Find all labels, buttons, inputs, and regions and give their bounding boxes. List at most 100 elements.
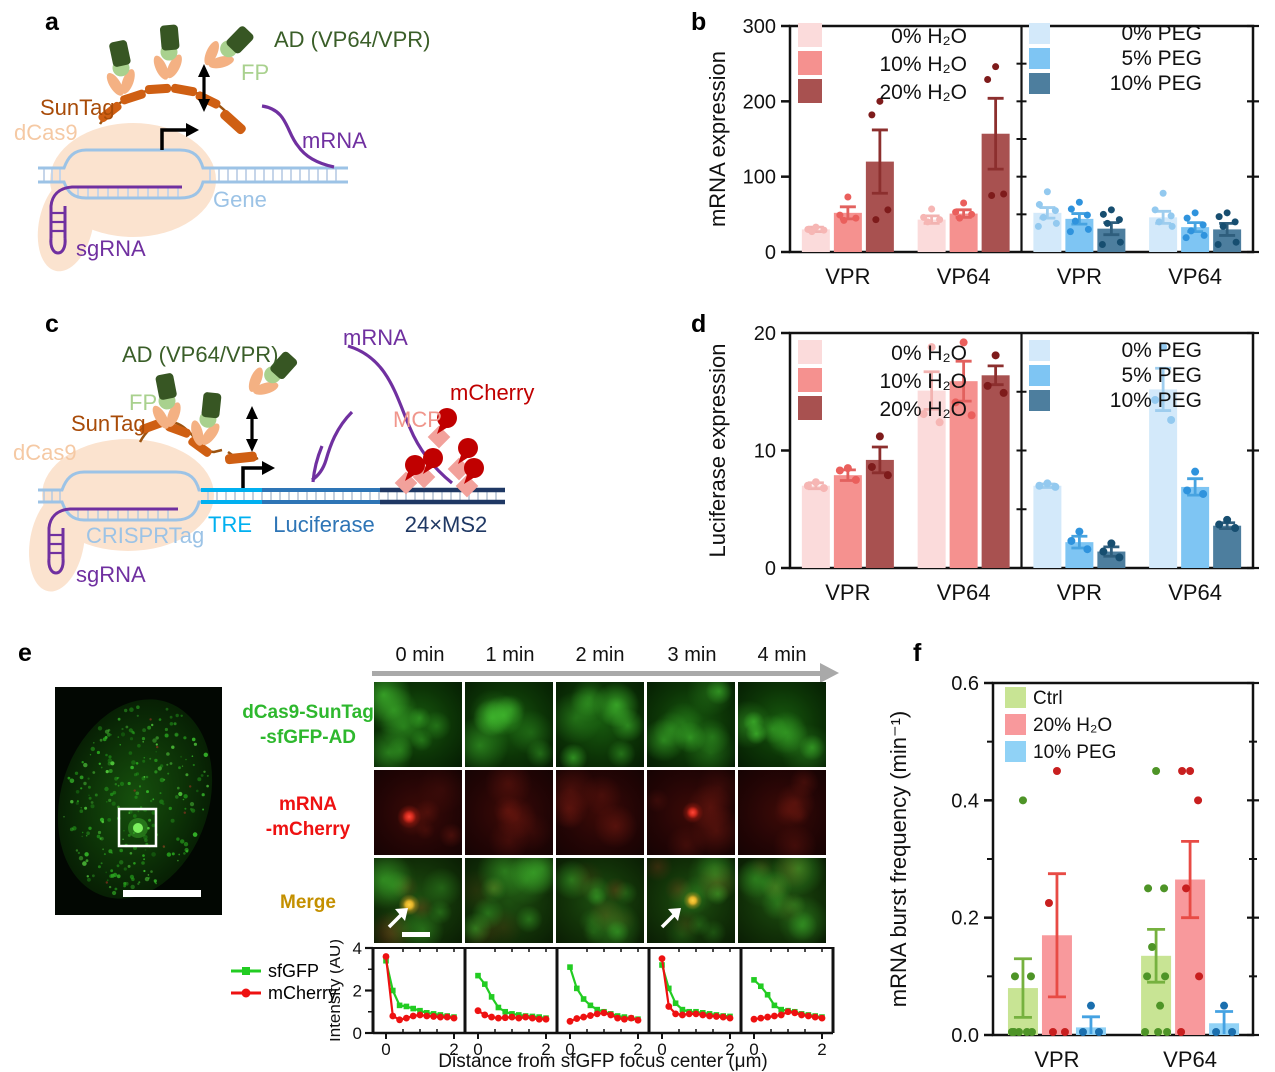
panel-a-letter: a — [45, 8, 59, 36]
data-point — [951, 398, 960, 407]
y-tick-label: 0.6 — [951, 673, 979, 695]
mrna-strand — [261, 104, 335, 169]
category-label: VPR — [825, 264, 870, 289]
sgrna-strand — [49, 185, 182, 255]
speckle — [147, 725, 151, 730]
speckle — [69, 778, 75, 784]
timelapse-grid — [374, 682, 826, 943]
mCherry-marker — [600, 1009, 608, 1017]
speckle — [197, 777, 202, 782]
speckle — [122, 838, 124, 840]
data-point — [1107, 539, 1116, 548]
mCherry-marker — [535, 1015, 543, 1023]
speckle — [155, 743, 158, 746]
speckle — [116, 874, 121, 879]
data-point — [1177, 1028, 1186, 1036]
mcherry-label: mCherry — [450, 380, 534, 405]
data-point — [1182, 234, 1190, 242]
speckle — [107, 728, 111, 732]
legend-label: mCherry — [268, 982, 338, 1003]
speckle — [202, 808, 205, 811]
speckle — [74, 771, 79, 775]
speckle — [206, 774, 209, 777]
category-label: VP64 — [1168, 580, 1222, 605]
mCherry-marker — [450, 1014, 458, 1022]
speckle — [133, 773, 138, 777]
speckle — [129, 852, 133, 855]
mCherry-marker — [634, 1016, 642, 1024]
sfgfp-channel-tile — [738, 682, 826, 767]
speckle-red — [189, 785, 192, 788]
y-axis-label: mRNA burst frequency (min⁻¹) — [886, 711, 911, 1007]
data-point — [1156, 1001, 1165, 1010]
data-point — [1143, 972, 1152, 981]
speckle — [108, 885, 112, 889]
mCherry-marker — [515, 1014, 523, 1022]
speckle-red — [162, 845, 165, 848]
timeline-arrow — [372, 671, 822, 676]
data-point — [984, 75, 992, 83]
speckle — [146, 790, 149, 794]
mCherry-marker — [409, 1012, 417, 1020]
speckle — [83, 762, 88, 768]
data-point — [819, 484, 828, 493]
speckle — [130, 884, 135, 890]
mcherry-channel-tile — [465, 770, 553, 855]
speckle — [75, 801, 79, 805]
speckle — [191, 737, 196, 742]
speckle — [79, 809, 84, 813]
speckle — [102, 848, 104, 851]
speckle — [142, 759, 146, 763]
data-point — [1199, 489, 1208, 498]
rect — [242, 967, 250, 975]
speckle — [106, 879, 109, 882]
data-point — [1178, 767, 1187, 775]
speckle — [104, 729, 110, 734]
legend-swatch — [1005, 687, 1026, 708]
legend-swatch — [1029, 390, 1050, 411]
sfGFP-marker — [390, 987, 396, 994]
speckle — [108, 849, 113, 854]
speckle — [183, 736, 187, 740]
data-point — [1191, 209, 1199, 217]
mCherry-marker — [529, 1014, 536, 1022]
speckle — [117, 717, 121, 721]
speckle — [75, 790, 80, 794]
speckle — [185, 773, 189, 777]
speckle — [184, 847, 189, 853]
data-point — [1035, 481, 1044, 490]
speckle — [117, 736, 120, 738]
legend-label: 20% H₂O — [879, 398, 967, 421]
ms2-label: 24×MS2 — [405, 512, 488, 537]
speckle — [105, 871, 108, 874]
speckle — [97, 726, 103, 731]
data-point — [1163, 1028, 1172, 1036]
speckle — [142, 854, 145, 857]
speckle — [119, 781, 125, 786]
speckle — [108, 755, 112, 759]
data-point — [952, 208, 960, 216]
legend-swatch — [1029, 340, 1050, 361]
mCherry-marker — [573, 1015, 581, 1022]
data-point — [928, 205, 936, 213]
sfgfp-channel-tile — [647, 682, 735, 767]
bar — [981, 375, 1010, 568]
speckle — [131, 760, 136, 765]
bar — [1149, 389, 1178, 568]
data-point — [1141, 1028, 1150, 1036]
legend-label: 10% H₂O — [879, 53, 967, 76]
data-point — [851, 475, 860, 484]
data-point — [1026, 972, 1035, 981]
data-point — [836, 211, 844, 219]
data-point — [1099, 547, 1108, 556]
data-point — [927, 343, 936, 352]
speckle — [78, 856, 84, 861]
data-point — [1154, 1028, 1163, 1036]
data-point — [1043, 479, 1052, 488]
mCherry-marker — [481, 1011, 489, 1019]
legend-entry: sfGFP — [231, 960, 337, 982]
data-point — [1103, 219, 1111, 227]
intensity-legend: sfGFP mCherry — [231, 960, 337, 1004]
speckle — [117, 784, 120, 787]
